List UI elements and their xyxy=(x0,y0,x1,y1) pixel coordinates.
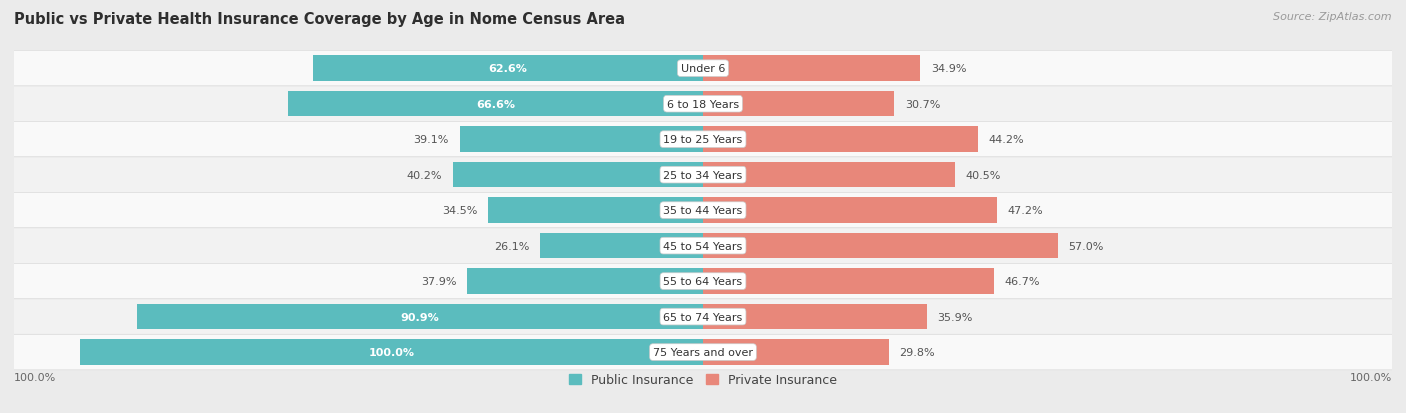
Legend: Public Insurance, Private Insurance: Public Insurance, Private Insurance xyxy=(564,368,842,391)
Text: 57.0%: 57.0% xyxy=(1069,241,1104,251)
FancyBboxPatch shape xyxy=(0,193,1406,228)
Text: Public vs Private Health Insurance Coverage by Age in Nome Census Area: Public vs Private Health Insurance Cover… xyxy=(14,12,626,27)
FancyBboxPatch shape xyxy=(0,51,1406,87)
Text: 66.6%: 66.6% xyxy=(477,100,515,109)
Text: 19 to 25 Years: 19 to 25 Years xyxy=(664,135,742,145)
Bar xyxy=(703,162,955,188)
Bar xyxy=(488,198,703,223)
Text: 100.0%: 100.0% xyxy=(368,347,415,357)
Bar xyxy=(703,233,1057,259)
Text: 65 to 74 Years: 65 to 74 Years xyxy=(664,312,742,322)
FancyBboxPatch shape xyxy=(0,122,1406,157)
Text: 90.9%: 90.9% xyxy=(401,312,439,322)
Text: 30.7%: 30.7% xyxy=(905,100,941,109)
Bar xyxy=(314,56,703,82)
Text: 47.2%: 47.2% xyxy=(1008,206,1043,216)
Bar xyxy=(80,339,703,365)
Bar xyxy=(540,233,703,259)
Bar xyxy=(703,56,921,82)
Text: 62.6%: 62.6% xyxy=(489,64,527,74)
Text: 39.1%: 39.1% xyxy=(413,135,449,145)
Bar xyxy=(703,304,927,330)
Bar xyxy=(703,339,889,365)
Text: 29.8%: 29.8% xyxy=(900,347,935,357)
Bar xyxy=(703,92,894,117)
Text: 55 to 64 Years: 55 to 64 Years xyxy=(664,276,742,287)
FancyBboxPatch shape xyxy=(0,87,1406,122)
Bar xyxy=(453,162,703,188)
Text: 100.0%: 100.0% xyxy=(14,372,56,382)
Text: Under 6: Under 6 xyxy=(681,64,725,74)
Text: 75 Years and over: 75 Years and over xyxy=(652,347,754,357)
Text: Source: ZipAtlas.com: Source: ZipAtlas.com xyxy=(1274,12,1392,22)
Bar xyxy=(703,198,997,223)
FancyBboxPatch shape xyxy=(0,228,1406,264)
Bar xyxy=(460,127,703,152)
Text: 25 to 34 Years: 25 to 34 Years xyxy=(664,170,742,180)
Bar xyxy=(136,304,703,330)
Text: 40.5%: 40.5% xyxy=(966,170,1001,180)
Text: 26.1%: 26.1% xyxy=(495,241,530,251)
FancyBboxPatch shape xyxy=(0,335,1406,370)
Text: 35 to 44 Years: 35 to 44 Years xyxy=(664,206,742,216)
FancyBboxPatch shape xyxy=(0,299,1406,335)
FancyBboxPatch shape xyxy=(0,264,1406,299)
Bar xyxy=(703,127,979,152)
Text: 46.7%: 46.7% xyxy=(1004,276,1040,287)
Text: 37.9%: 37.9% xyxy=(420,276,457,287)
Bar xyxy=(703,269,994,294)
Bar xyxy=(467,269,703,294)
Text: 44.2%: 44.2% xyxy=(988,135,1025,145)
FancyBboxPatch shape xyxy=(0,157,1406,193)
Text: 34.9%: 34.9% xyxy=(931,64,966,74)
Text: 35.9%: 35.9% xyxy=(938,312,973,322)
Text: 34.5%: 34.5% xyxy=(443,206,478,216)
Text: 40.2%: 40.2% xyxy=(406,170,441,180)
Text: 6 to 18 Years: 6 to 18 Years xyxy=(666,100,740,109)
Text: 100.0%: 100.0% xyxy=(1350,372,1392,382)
Bar xyxy=(288,92,703,117)
Text: 45 to 54 Years: 45 to 54 Years xyxy=(664,241,742,251)
